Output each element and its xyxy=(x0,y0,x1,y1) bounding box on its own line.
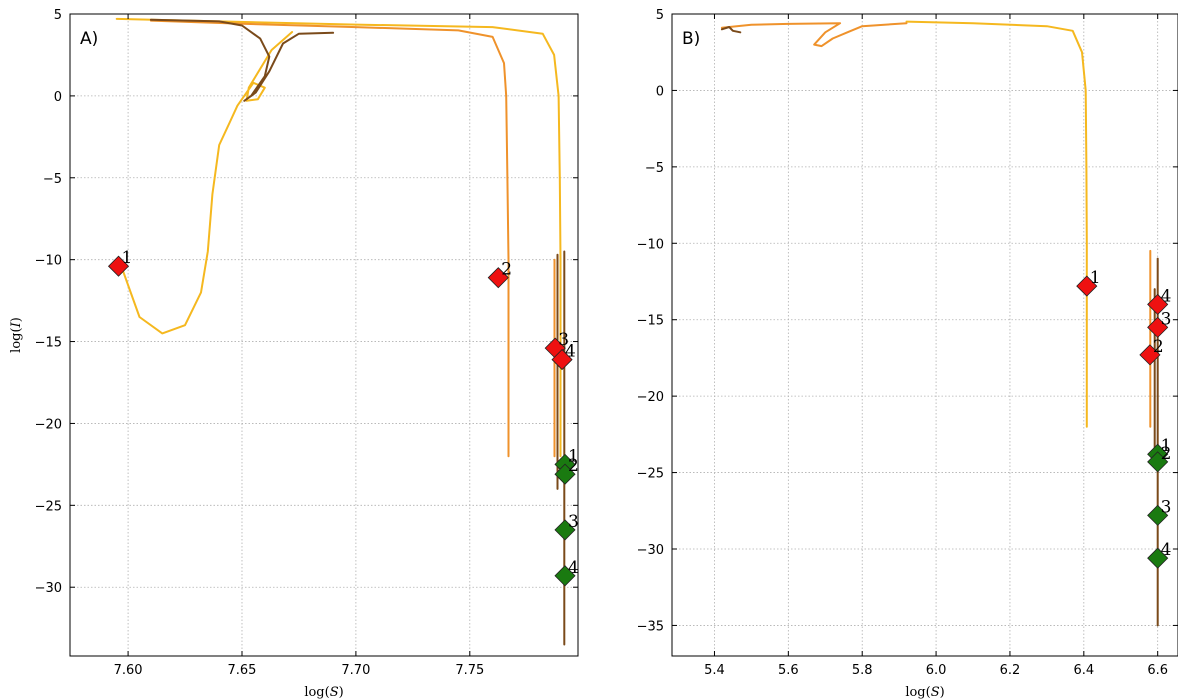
plot-frame xyxy=(671,13,1178,657)
x-tick-label: 7.75 xyxy=(455,663,484,678)
marker-label: 3 xyxy=(1161,309,1172,329)
marker-label: 1 xyxy=(1161,436,1172,456)
y-tick-label: −15 xyxy=(637,314,664,329)
y-tick-label: −20 xyxy=(35,417,62,432)
marker-label: 3 xyxy=(1161,497,1172,517)
y-tick-label: −30 xyxy=(637,543,664,558)
y-tick-label: −10 xyxy=(637,237,664,252)
trajectory-line xyxy=(115,17,562,458)
marker-diamond xyxy=(554,463,576,485)
marker-diamond xyxy=(1147,451,1169,473)
x-axis-label: log(S) xyxy=(304,685,343,700)
trajectory-line xyxy=(149,18,335,102)
marker-label: 2 xyxy=(501,260,512,280)
x-tick-label: 6.4 xyxy=(1073,663,1094,678)
y-tick-label: −5 xyxy=(645,161,664,176)
x-axis-label: log(S) xyxy=(905,685,944,700)
marker-diamond xyxy=(554,519,576,541)
marker-diamond xyxy=(1147,316,1169,338)
x-tick-label: 7.70 xyxy=(341,663,370,678)
y-tick-label: −30 xyxy=(35,581,62,596)
y-tick-label: −20 xyxy=(637,390,664,405)
marker-diamond xyxy=(1147,547,1169,569)
marker-label: 4 xyxy=(1161,540,1172,560)
y-tick-label: 0 xyxy=(656,84,664,99)
marker-label: 2 xyxy=(1153,337,1164,357)
panel-tag: B) xyxy=(682,29,700,49)
marker-diamond xyxy=(1147,293,1169,315)
y-tick-label: −35 xyxy=(637,619,664,634)
marker-diamond xyxy=(1139,344,1161,366)
marker-diamond xyxy=(487,267,509,289)
x-tick-label: 6.6 xyxy=(1147,663,1168,678)
trajectory-line xyxy=(720,26,742,34)
marker-diamond xyxy=(107,255,130,277)
marker-label: 4 xyxy=(568,558,579,578)
y-tick-label: −5 xyxy=(43,172,62,187)
trajectory-line xyxy=(149,19,510,458)
marker-label: 1 xyxy=(568,446,579,466)
y-axis-label: log(I) xyxy=(9,317,24,353)
marker-label: 4 xyxy=(565,342,576,362)
x-tick-label: 6.0 xyxy=(926,663,947,678)
x-tick-label: 5.8 xyxy=(852,663,873,678)
trajectory-line xyxy=(720,22,908,48)
marker-label: 1 xyxy=(122,248,133,268)
data-layer xyxy=(115,17,566,646)
marker-label: 1 xyxy=(1090,268,1101,288)
marker-label: 3 xyxy=(568,512,579,532)
marker-label: 2 xyxy=(568,456,579,476)
plot-frame xyxy=(69,13,579,657)
x-tick-label: 7.60 xyxy=(114,663,143,678)
marker-diamond xyxy=(1147,504,1169,526)
marker-diamond xyxy=(551,349,573,371)
trajectory-line xyxy=(905,20,1088,428)
y-tick-label: −10 xyxy=(35,254,62,269)
marker-label: 4 xyxy=(1161,286,1172,306)
y-tick-label: 0 xyxy=(54,90,62,105)
y-tick-label: −25 xyxy=(35,499,62,514)
x-tick-label: 5.4 xyxy=(704,663,725,678)
y-tick-label: 5 xyxy=(54,8,62,23)
marker-diamond xyxy=(1076,275,1098,297)
marker-label: 2 xyxy=(1161,444,1172,464)
y-tick-label: −25 xyxy=(637,467,664,482)
trajectory-line xyxy=(120,31,294,335)
x-tick-label: 5.6 xyxy=(778,663,799,678)
panel-tag: A) xyxy=(80,29,98,49)
x-tick-label: 7.65 xyxy=(228,663,257,678)
x-tick-label: 6.2 xyxy=(1000,663,1021,678)
y-tick-label: 5 xyxy=(656,8,664,23)
marker-label: 3 xyxy=(558,330,569,350)
y-tick-label: −15 xyxy=(35,336,62,351)
marker-diamond xyxy=(554,565,576,587)
